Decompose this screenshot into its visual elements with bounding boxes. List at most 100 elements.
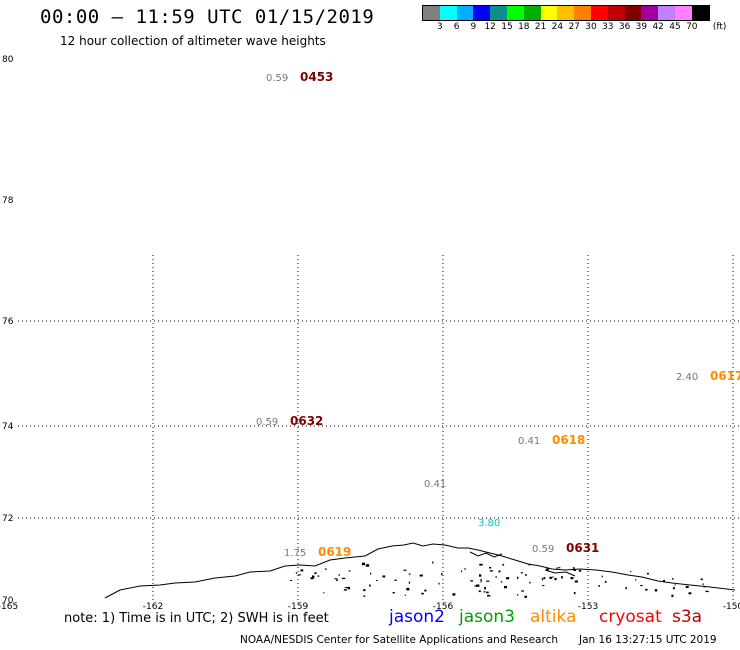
lake-mark bbox=[549, 576, 553, 579]
color-swatch bbox=[691, 6, 709, 20]
lake-mark bbox=[495, 576, 497, 579]
wave-height-value: 1.75 bbox=[284, 548, 306, 559]
lake-mark bbox=[300, 569, 304, 572]
pass-time-label: 0619 bbox=[318, 545, 351, 559]
color-swatch bbox=[506, 6, 524, 20]
lake-mark bbox=[629, 571, 632, 573]
longitude-label: -150 bbox=[723, 602, 740, 612]
axis-labels: 80 78 76 74 72 70-165 -162 -159 -156 -153 -150 bbox=[0, 55, 740, 612]
lake-mark bbox=[363, 595, 366, 597]
color-scale-label: 36 bbox=[618, 22, 631, 32]
lake-mark bbox=[703, 585, 706, 588]
latitude-label: 80 bbox=[2, 55, 14, 65]
lake-mark bbox=[700, 578, 703, 581]
lake-mark bbox=[406, 587, 410, 591]
lake-mark bbox=[517, 576, 519, 579]
legend-item-s3a: s3a bbox=[672, 607, 703, 627]
lake-mark bbox=[361, 562, 365, 566]
lake-mark bbox=[489, 567, 492, 569]
footnote: note: 1) Time is in UTC; 2) SWH is in fe… bbox=[64, 611, 329, 626]
lake-mark bbox=[376, 580, 378, 581]
lake-mark bbox=[479, 563, 483, 566]
longitude-label: -153 bbox=[578, 602, 598, 612]
lake-mark bbox=[572, 567, 575, 569]
color-scale-unit: (ft) bbox=[712, 22, 727, 32]
lake-mark bbox=[688, 592, 692, 595]
lake-mark bbox=[673, 587, 675, 590]
lake-mark bbox=[480, 580, 482, 583]
wave-height-value: 3.80 bbox=[478, 518, 500, 529]
lake-mark bbox=[480, 578, 482, 582]
lake-mark bbox=[486, 591, 489, 594]
color-scale-label: 21 bbox=[534, 22, 547, 32]
color-swatch bbox=[590, 6, 608, 20]
lake-mark bbox=[348, 570, 351, 572]
lake-mark bbox=[369, 584, 371, 587]
lake-mark bbox=[489, 570, 493, 572]
wave-height-value: 2.40 bbox=[676, 372, 698, 383]
lake-mark bbox=[524, 595, 527, 598]
lake-mark bbox=[408, 581, 411, 584]
lake-mark bbox=[325, 568, 327, 570]
wave-height-value: 0.59 bbox=[532, 544, 554, 555]
color-swatch bbox=[473, 6, 491, 20]
page-subtitle: 12 hour collection of altimeter wave hei… bbox=[60, 34, 326, 48]
color-scale-label: 33 bbox=[602, 22, 614, 32]
lake-mark bbox=[347, 586, 351, 590]
lake-mark bbox=[504, 585, 507, 589]
lake-mark bbox=[529, 581, 531, 584]
lake-mark bbox=[464, 568, 467, 570]
color-swatch bbox=[456, 6, 474, 20]
lake-mark bbox=[517, 594, 519, 596]
pass-time-label: 0453 bbox=[300, 70, 333, 84]
color-scale-label: 15 bbox=[501, 22, 513, 32]
wave-height-value: 0.41 bbox=[424, 479, 446, 490]
color-swatch bbox=[540, 6, 558, 20]
color-swatch bbox=[574, 6, 591, 20]
lake-mark bbox=[541, 577, 544, 581]
lake-mark bbox=[546, 568, 549, 571]
color-swatch bbox=[423, 6, 440, 20]
lake-mark bbox=[604, 580, 607, 583]
lake-mark bbox=[528, 563, 531, 566]
lake-mark bbox=[672, 578, 674, 580]
lake-mark bbox=[317, 575, 320, 577]
longitude-label: -165 bbox=[0, 602, 18, 612]
latitude-label: 72 bbox=[2, 514, 13, 524]
lake-mark bbox=[685, 585, 689, 588]
lake-mark bbox=[452, 593, 456, 596]
lake-mark bbox=[344, 587, 348, 589]
longitude-label: -162 bbox=[143, 602, 163, 612]
lake-mark bbox=[500, 581, 503, 583]
lake-mark bbox=[635, 579, 637, 581]
color-swatch bbox=[439, 6, 457, 20]
color-scale-label: 27 bbox=[568, 22, 580, 32]
lake-mark bbox=[570, 577, 574, 580]
lake-mark bbox=[295, 572, 298, 574]
lake-mark bbox=[558, 567, 561, 569]
longitude-label: -159 bbox=[288, 602, 309, 612]
color-swatch bbox=[490, 6, 507, 20]
lake-mark bbox=[702, 583, 704, 585]
lake-mark bbox=[556, 567, 558, 569]
wave-height-value: 0.59 bbox=[256, 417, 278, 428]
lake-mark bbox=[525, 573, 527, 577]
lake-mark bbox=[314, 572, 317, 575]
credit-line: NOAA/NESDIS Center for Satellite Applica… bbox=[240, 634, 558, 646]
lake-mark bbox=[561, 576, 563, 579]
lake-mark bbox=[334, 578, 338, 580]
lake-mark bbox=[298, 574, 301, 576]
lake-mark bbox=[310, 577, 314, 580]
color-scale-labels: 3 6 9 12 15 18 21 24 27 30 33 36 39 42 45 70 (ft) bbox=[422, 22, 740, 34]
lake-mark bbox=[382, 575, 386, 578]
lake-mark bbox=[486, 580, 490, 582]
lake-mark bbox=[424, 589, 427, 592]
generated-timestamp: Jan 16 13:27:15 UTC 2019 bbox=[579, 634, 717, 646]
lake-mark bbox=[323, 592, 325, 594]
lake-mark bbox=[484, 587, 486, 590]
color-swatch bbox=[658, 6, 675, 20]
latitude-label: 70 bbox=[2, 596, 14, 606]
lake-mark bbox=[543, 577, 546, 580]
lake-mark bbox=[487, 594, 491, 597]
lake-mark bbox=[470, 580, 473, 582]
